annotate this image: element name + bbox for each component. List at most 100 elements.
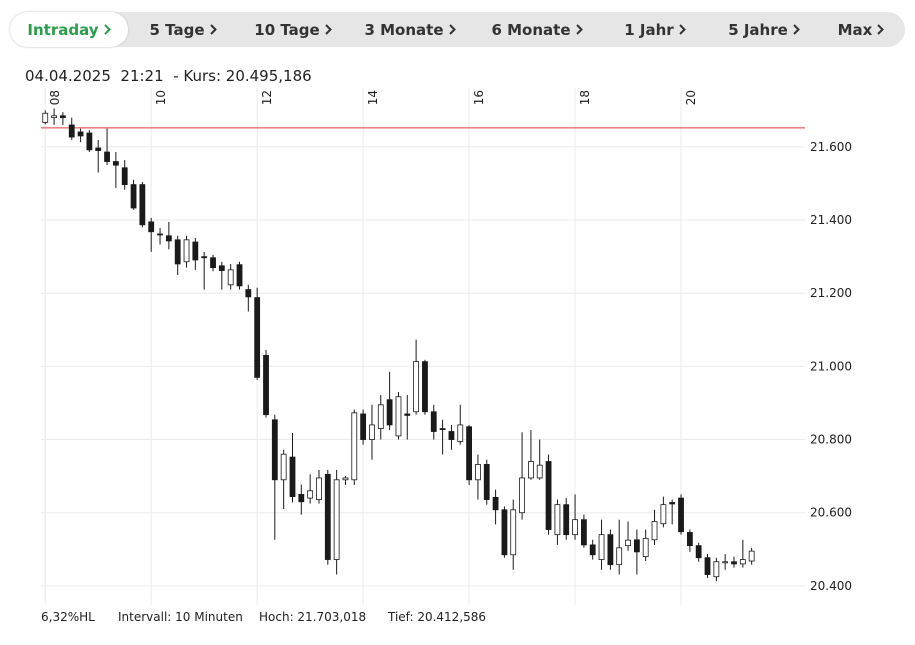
tab[interactable]: 1 Jahr [610,12,700,47]
candle-body [589,544,596,556]
tab[interactable]: 5 Tage [138,12,228,47]
candle-body [148,221,155,233]
candle-body [174,239,181,265]
tab[interactable]: Intraday [10,12,128,47]
candle-body [271,419,278,481]
candle-body [369,424,375,440]
y-tick-label: 21.000 [810,359,852,373]
candle-body [722,561,729,564]
candle-body [316,477,322,500]
candle-body [280,453,287,481]
candle-body [616,547,623,566]
candle-body [342,477,349,481]
candle-body [218,265,225,271]
y-tick-label: 20.600 [810,506,852,520]
candle-body [210,257,216,269]
date-time: 04.04.2025 21:21 [25,67,164,85]
tab-label: Intraday [27,20,99,39]
tab[interactable]: 5 Jahre [714,12,814,47]
candle-body [519,477,525,514]
candle-body [607,534,614,566]
y-tick-label: 21.200 [810,286,852,300]
candle-body [448,431,455,440]
tab-label: 10 Tage [254,20,320,39]
candle-body [201,256,208,259]
candle-body [563,504,570,536]
candle-body [183,239,190,263]
candle-body [360,413,367,440]
candle-body [483,464,490,500]
candle-body [139,184,146,226]
candle-body [413,361,420,413]
candle-body [686,532,693,547]
candle-body [59,115,66,119]
tab[interactable]: 10 Tage [243,12,343,47]
tab[interactable]: Max [826,12,896,47]
chevron [793,24,800,35]
candle-body [192,241,199,261]
candle-body [121,167,128,185]
candle-body [731,561,737,565]
tab-label: 3 Monate [364,20,444,39]
x-tick-label: 18 [578,90,592,105]
tab[interactable]: 3 Monate [355,12,465,47]
candle-body [130,184,137,209]
candle-body [633,539,640,553]
candle-body [422,361,428,413]
candle-body [739,559,746,565]
candle-body [669,502,676,505]
x-tick-label: 14 [366,90,380,105]
candle-body [77,131,84,137]
candle-body [227,269,234,286]
candle-body [298,494,305,503]
tab-label: 5 Jahre [728,20,788,39]
candle-body [404,413,411,416]
interval: Intervall: 10 Minuten [118,610,243,624]
chart: 20.400 20.600 20.800 21.000 21.200 21.400 21.6… [41,88,852,605]
x-tick-label: 16 [472,90,486,105]
candle-body [748,550,755,562]
price: - Kurs: 20.495,186 [173,67,312,85]
y-tick-label: 21.600 [810,140,852,154]
high: Hoch: 21.703,018 [259,610,367,624]
tab-label: 1 Jahr [624,20,674,39]
candle-body [457,424,464,442]
candle-body [704,557,711,575]
candle-body [395,396,402,437]
candle-body [492,496,499,511]
candle-body [439,428,446,430]
candle-body [324,473,331,560]
header: 04.04.2025 21:21 - Kurs: 20.495,186 [25,67,312,85]
candle-body [289,456,296,498]
chevron [209,24,217,35]
candle-body [307,490,314,499]
candle-body [528,461,534,479]
candle-body [536,464,543,479]
candle-body [642,537,649,558]
chevron [877,24,885,35]
candle-body [245,289,252,298]
candle-body [333,479,340,560]
candle-body [678,497,684,533]
tab-bar: Intraday 5 Tage 10 Tage 3 Monate 6 Monate 1 J… [10,12,905,47]
tab[interactable]: 6 Monate [482,12,592,47]
candle-body [377,404,384,429]
chevron [103,24,111,35]
candle-body [545,461,552,530]
candle-body [95,147,102,151]
candle-body [254,297,261,378]
candle-body [572,519,578,536]
chevron [448,24,456,35]
x-tick-label: 12 [260,90,274,105]
candle-body [713,561,720,578]
candle-body [263,355,269,416]
chevron [679,24,686,35]
candle-body [510,509,517,556]
candle-body [86,132,93,151]
candle-body [581,519,587,546]
range: 6,32%HL [41,610,95,624]
tab-label: 6 Monate [491,20,571,39]
candle-body [475,464,481,481]
candle-body [625,539,631,547]
